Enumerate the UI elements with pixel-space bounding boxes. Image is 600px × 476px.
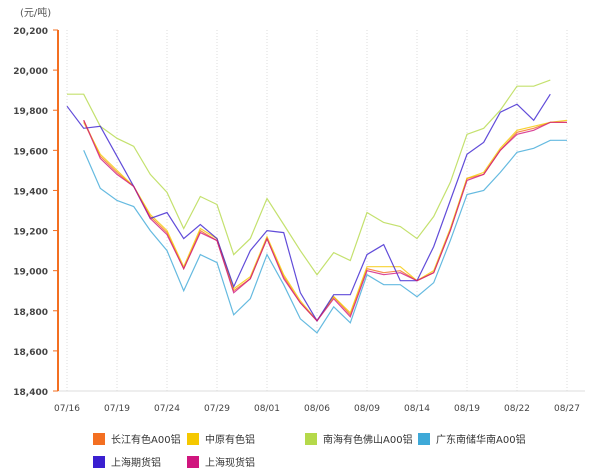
legend-label: 上海期货铝: [111, 458, 161, 469]
y-tick-label: 18,600: [13, 348, 48, 358]
legend-item[interactable]: 长江有色A00铝: [93, 431, 181, 446]
legend-swatch: [418, 432, 430, 445]
y-tick-label: 18,800: [13, 308, 48, 318]
y-tick-label: 19,400: [13, 187, 48, 197]
series-line-1: [83, 119, 568, 322]
y-tick-label: 19,600: [13, 147, 48, 157]
legend-item[interactable]: 上海期货铝: [93, 454, 161, 469]
x-tick-label: 08/22: [504, 404, 530, 414]
legend-swatch: [93, 455, 105, 468]
legend-swatch: [93, 432, 105, 445]
x-tick-label: 07/16: [54, 404, 80, 414]
legend-label: 南海有色佛山A00铝: [323, 435, 413, 446]
x-tick-label: 07/19: [104, 404, 130, 414]
x-tick-label: 08/09: [354, 404, 380, 414]
series-line-4: [66, 93, 551, 322]
legend-swatch: [305, 432, 317, 445]
legend-label: 广东南储华南A00铝: [436, 435, 526, 446]
legend-item[interactable]: 中原有色铝: [187, 431, 255, 446]
legend-label: 上海现货铝: [205, 458, 255, 469]
unit-label: (元/吨): [20, 6, 51, 19]
x-tick-label: 08/27: [554, 404, 580, 414]
y-tick-label: 19,200: [13, 228, 48, 238]
series-line-2: [67, 79, 551, 276]
legend-swatch: [187, 455, 199, 468]
legend-item[interactable]: 广东南储华南A00铝: [418, 431, 526, 446]
legend-label: 长江有色A00铝: [111, 435, 181, 446]
x-tick-label: 08/01: [254, 404, 280, 414]
legend-item[interactable]: 上海现货铝: [187, 454, 255, 469]
y-tick-label: 19,000: [13, 268, 48, 278]
y-tick-label: 18,400: [13, 388, 48, 398]
legend-label: 中原有色铝: [205, 435, 255, 446]
x-tick-label: 08/06: [304, 404, 330, 414]
series-line-5: [83, 120, 567, 322]
x-tick-label: 08/19: [454, 404, 480, 414]
y-tick-label: 20,200: [13, 27, 48, 37]
x-tick-label: 08/14: [404, 404, 430, 414]
x-tick-label: 07/29: [204, 404, 230, 414]
x-tick-label: 07/24: [154, 404, 180, 414]
y-tick-label: 19,800: [13, 107, 48, 117]
series-line-3: [83, 139, 567, 334]
legend-swatch: [187, 432, 199, 445]
y-tick-label: 20,000: [13, 67, 48, 77]
legend-item[interactable]: 南海有色佛山A00铝: [305, 431, 413, 446]
